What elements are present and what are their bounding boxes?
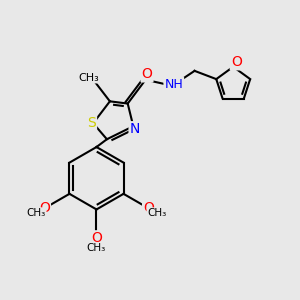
Text: O: O bbox=[231, 55, 242, 69]
Text: CH₃: CH₃ bbox=[147, 208, 167, 218]
Text: CH₃: CH₃ bbox=[26, 208, 46, 218]
Text: S: S bbox=[87, 116, 96, 130]
Text: O: O bbox=[142, 68, 152, 81]
Text: NH: NH bbox=[164, 78, 183, 91]
Text: O: O bbox=[143, 201, 154, 215]
Text: CH₃: CH₃ bbox=[87, 243, 106, 253]
Text: O: O bbox=[91, 231, 102, 245]
Text: N: N bbox=[130, 122, 140, 136]
Text: O: O bbox=[39, 201, 50, 215]
Text: CH₃: CH₃ bbox=[79, 73, 99, 82]
